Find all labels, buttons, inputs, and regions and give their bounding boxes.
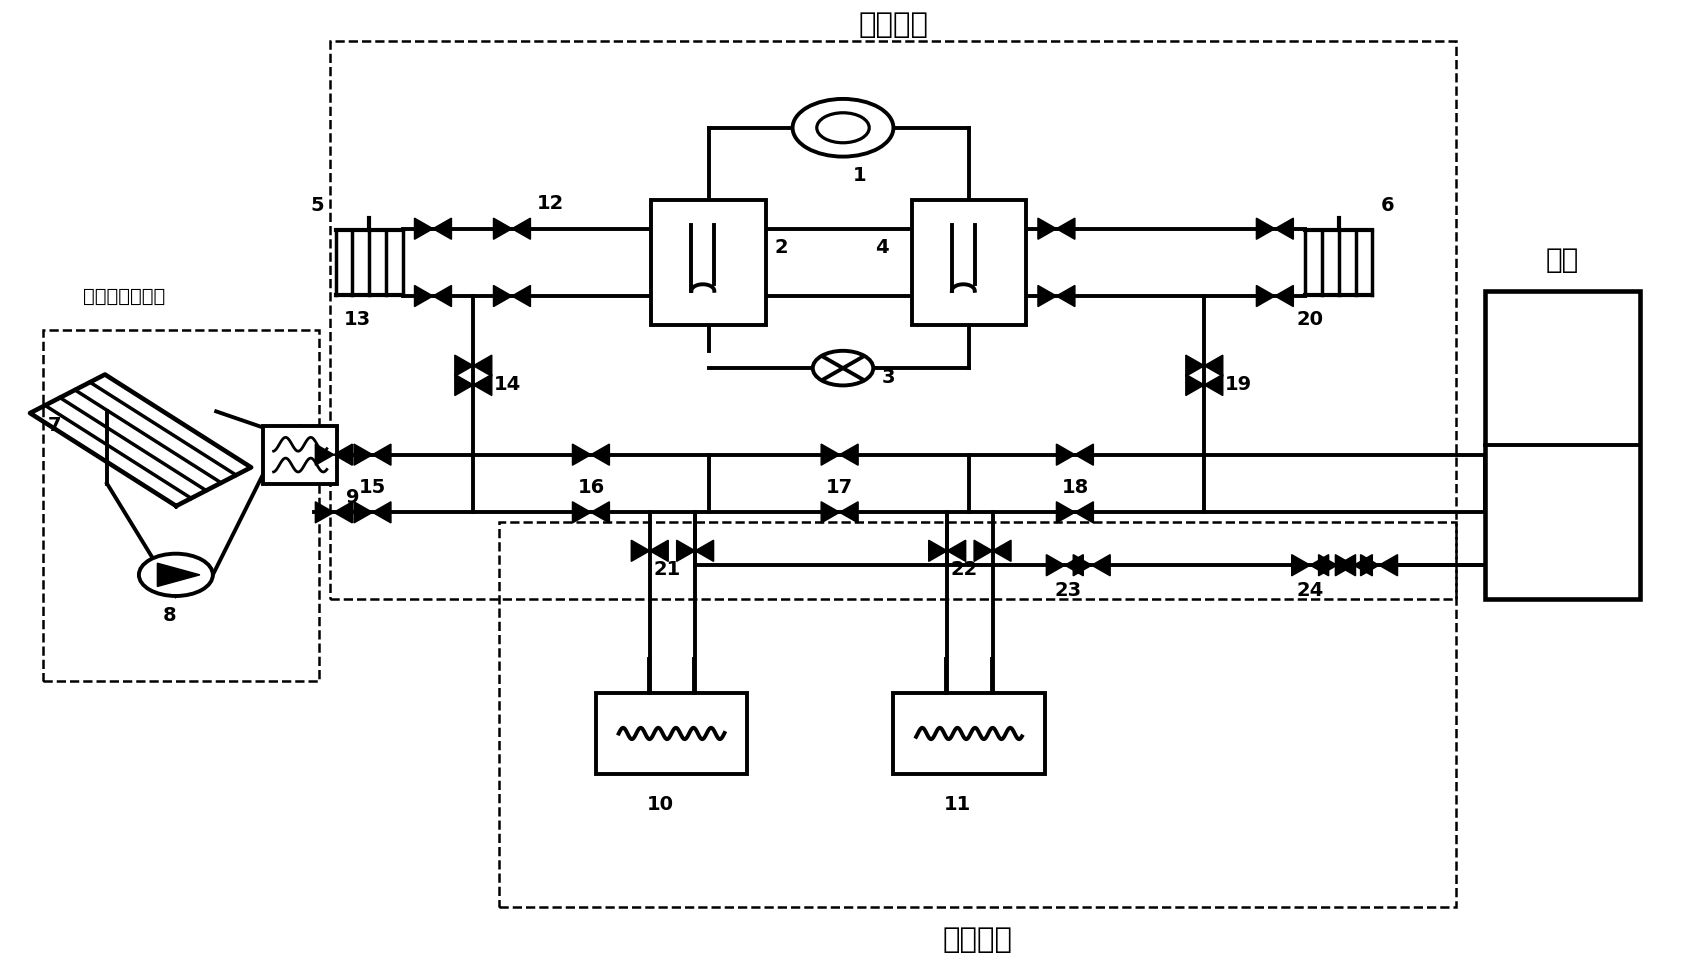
Polygon shape (1335, 555, 1372, 575)
Text: 13: 13 (344, 309, 371, 329)
Polygon shape (315, 502, 352, 523)
Polygon shape (415, 285, 452, 307)
Text: 23: 23 (1055, 581, 1082, 600)
Text: 7: 7 (49, 416, 62, 434)
Polygon shape (1185, 374, 1222, 396)
Polygon shape (631, 541, 668, 562)
Text: 11: 11 (944, 796, 971, 814)
Text: 10: 10 (646, 796, 673, 814)
Bar (595, 692, 747, 775)
Text: 小区: 小区 (1546, 247, 1578, 275)
Polygon shape (455, 355, 492, 376)
Text: 16: 16 (578, 478, 605, 497)
Polygon shape (315, 444, 352, 465)
Polygon shape (1185, 355, 1222, 376)
Circle shape (792, 99, 894, 157)
Polygon shape (1256, 219, 1293, 239)
Polygon shape (821, 502, 858, 523)
Polygon shape (455, 374, 492, 396)
Bar (263, 425, 337, 484)
Polygon shape (573, 502, 609, 523)
Bar (499, 522, 1457, 906)
Polygon shape (975, 541, 1012, 562)
Polygon shape (821, 444, 858, 465)
Polygon shape (1057, 444, 1094, 465)
Text: 1: 1 (853, 165, 867, 185)
Text: 21: 21 (652, 560, 681, 579)
Polygon shape (1291, 555, 1329, 575)
Text: 供冷: 供冷 (1551, 513, 1575, 532)
Bar (1485, 291, 1639, 599)
Text: 5: 5 (310, 196, 324, 216)
Text: 22: 22 (951, 560, 978, 579)
Polygon shape (1047, 555, 1084, 575)
Circle shape (816, 113, 870, 143)
Text: 20: 20 (1297, 309, 1324, 329)
Polygon shape (157, 563, 201, 586)
Polygon shape (573, 444, 609, 465)
Text: 17: 17 (826, 478, 853, 497)
Polygon shape (494, 285, 531, 307)
Circle shape (813, 351, 873, 386)
Text: 蓄能系统: 蓄能系统 (942, 926, 1012, 954)
Text: 供热: 供热 (1551, 359, 1575, 378)
Polygon shape (1039, 285, 1076, 307)
Text: 12: 12 (538, 194, 565, 214)
Text: 24: 24 (1297, 581, 1324, 600)
Bar (330, 42, 1457, 599)
Polygon shape (1256, 285, 1293, 307)
Polygon shape (929, 541, 966, 562)
Bar (651, 200, 765, 325)
Text: 15: 15 (359, 478, 386, 497)
Polygon shape (494, 219, 531, 239)
Text: 18: 18 (1062, 478, 1089, 497)
Polygon shape (1057, 502, 1094, 523)
Text: 6: 6 (1381, 196, 1394, 216)
Polygon shape (354, 444, 391, 465)
Text: 8: 8 (162, 606, 175, 625)
Polygon shape (415, 219, 452, 239)
Text: 热泵系统: 热泵系统 (858, 11, 929, 39)
Text: 19: 19 (1224, 375, 1251, 394)
Polygon shape (1318, 555, 1356, 575)
Bar (44, 330, 319, 681)
Circle shape (138, 554, 212, 596)
Bar (912, 200, 1027, 325)
Text: 9: 9 (346, 487, 359, 507)
Text: 2: 2 (774, 238, 787, 257)
Polygon shape (1361, 555, 1398, 575)
Polygon shape (354, 502, 391, 523)
Polygon shape (1039, 219, 1076, 239)
Polygon shape (676, 541, 713, 562)
Text: 4: 4 (875, 238, 889, 257)
Bar (894, 692, 1045, 775)
Text: 太阳能集热系统: 太阳能集热系统 (83, 286, 165, 306)
Text: 14: 14 (494, 375, 521, 394)
Text: 3: 3 (882, 367, 895, 387)
Polygon shape (1074, 555, 1109, 575)
